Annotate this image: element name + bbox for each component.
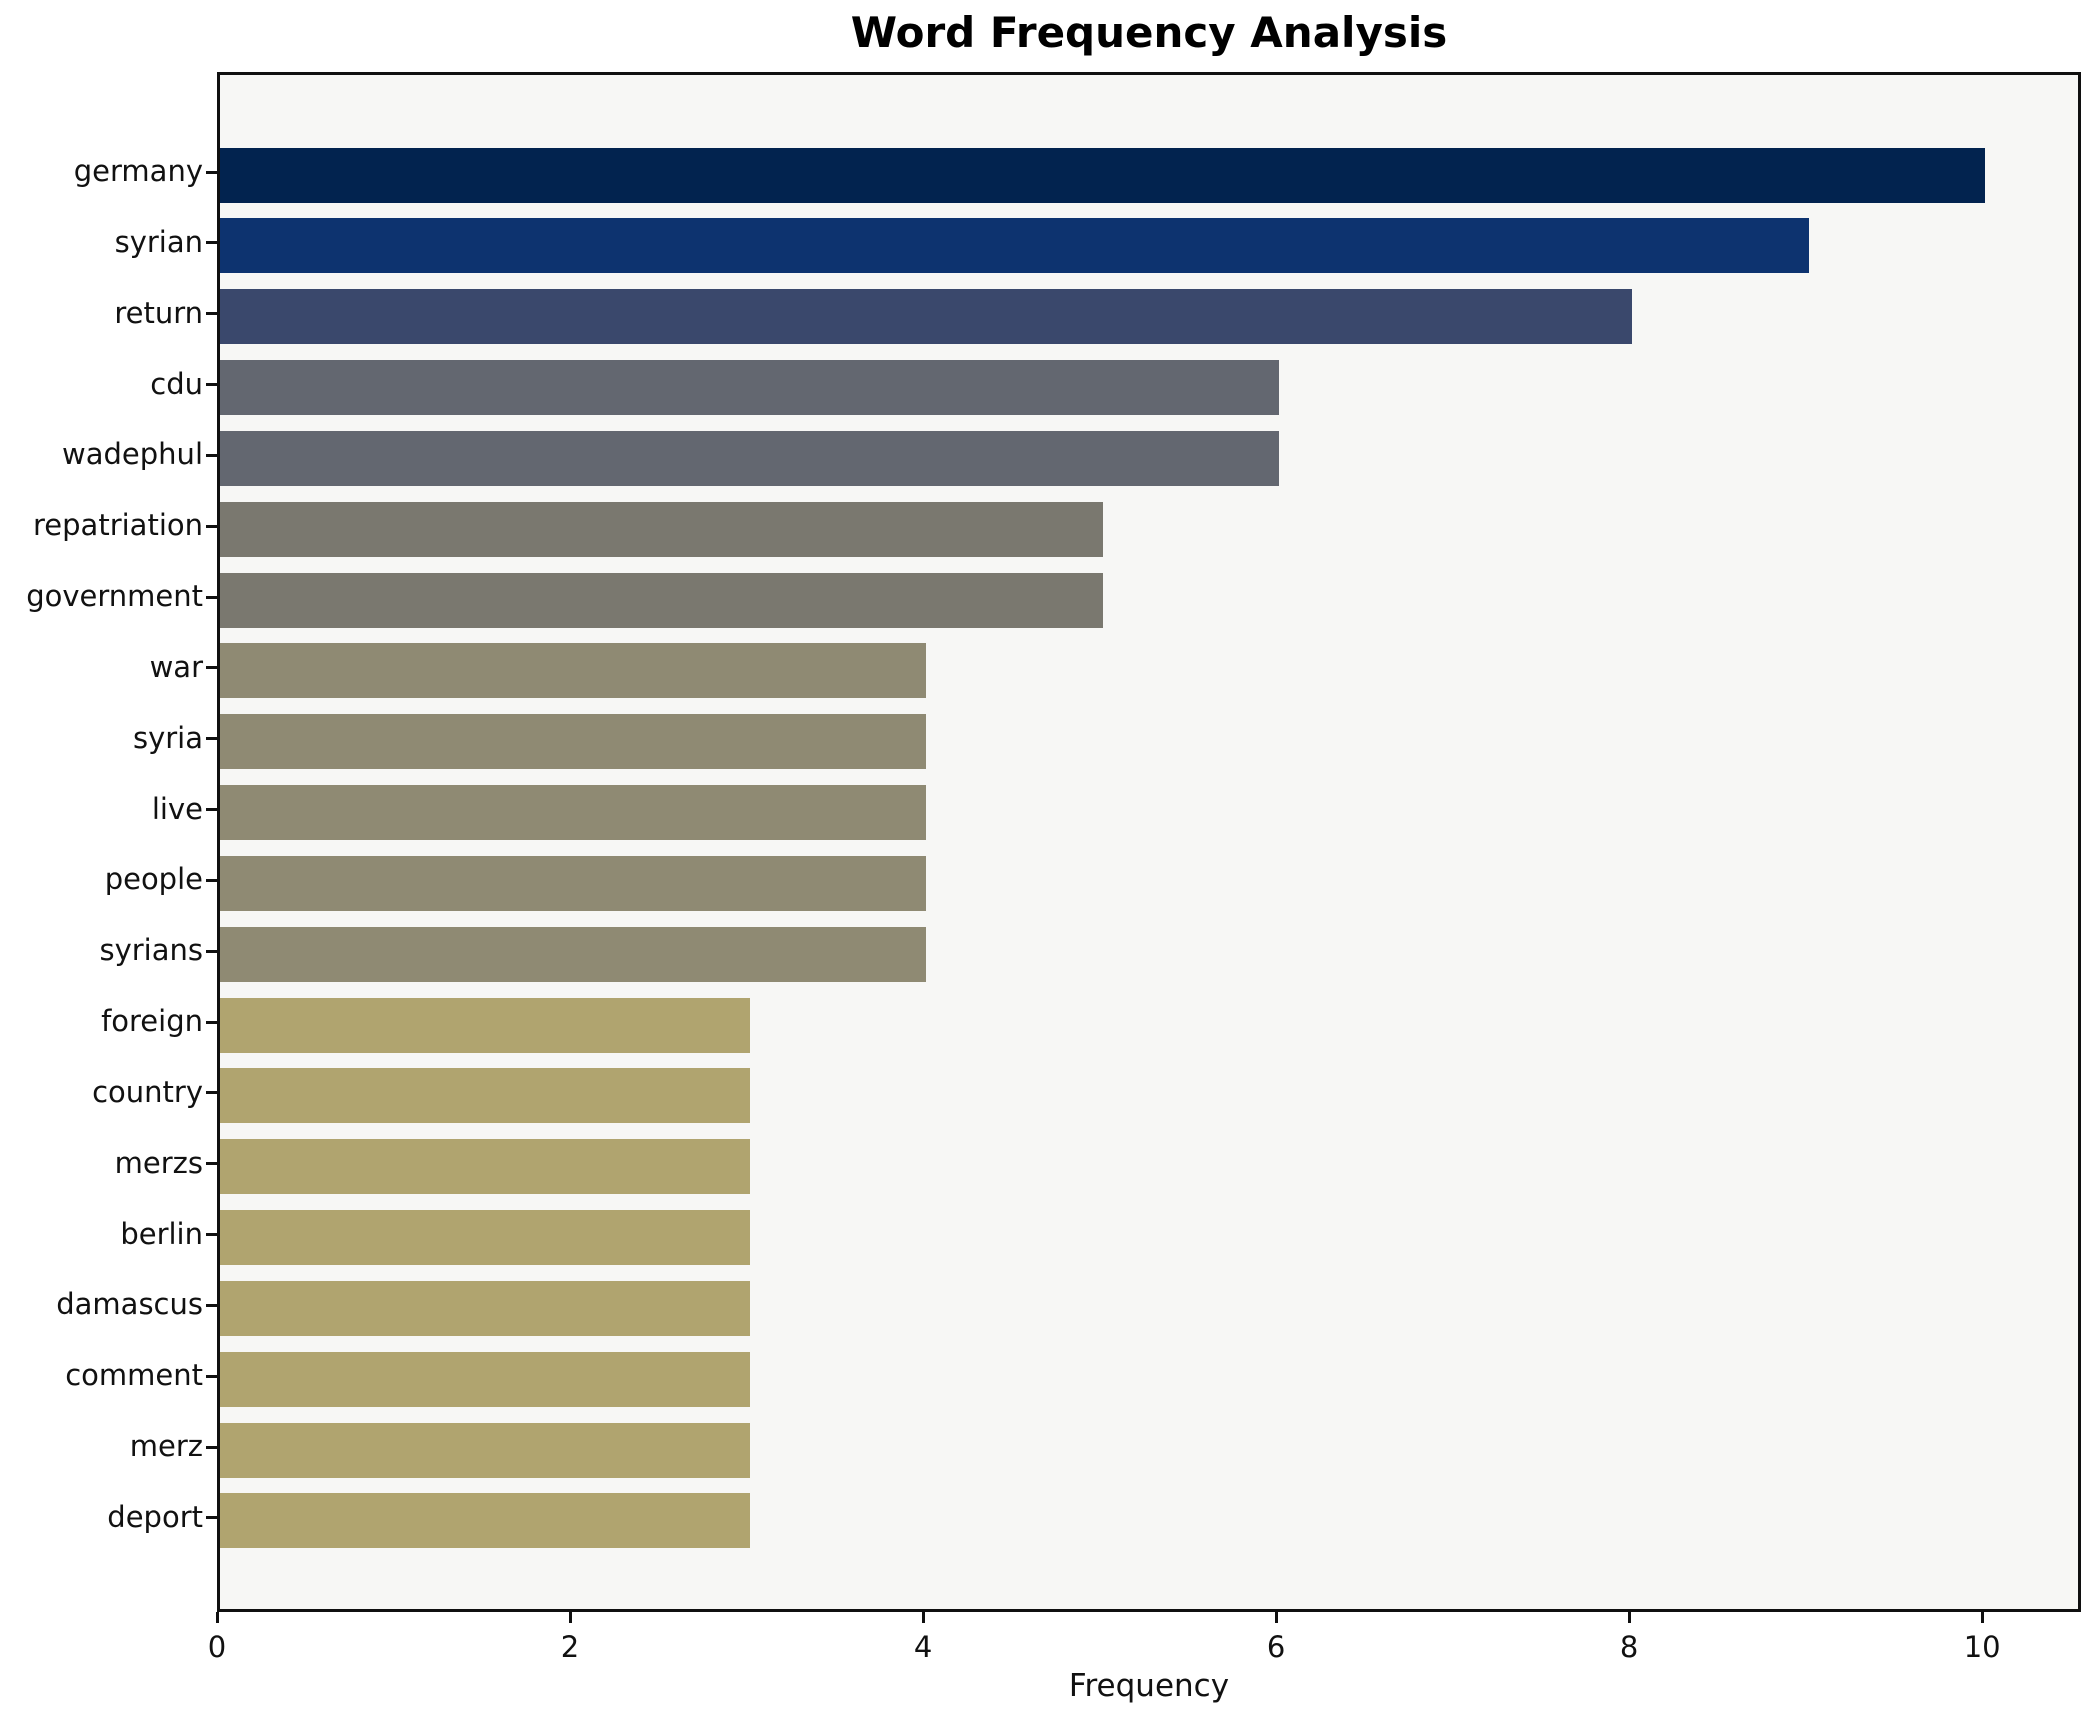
y-tick-label: syrian [114,224,203,259]
y-tick-mark [206,1162,217,1166]
y-tick-label: merzs [114,1145,203,1180]
chart-title: Word Frequency Analysis [850,8,1448,57]
y-tick-label: repatriation [33,508,203,543]
x-tick-label: 10 [1963,1630,2001,1664]
bar-return [220,289,1633,345]
y-tick-mark [206,949,217,953]
bar-repatriation [220,501,1103,557]
y-tick-mark [206,453,217,457]
y-tick-label: cdu [150,366,203,401]
bar-damascus [220,1280,750,1336]
x-tick-mark [1980,1612,1984,1623]
bar-berlin [220,1210,750,1266]
y-tick-label: war [149,649,203,684]
bar-germany [220,147,1986,203]
y-tick-label: foreign [101,1004,203,1039]
x-tick-label: 0 [207,1630,227,1664]
y-tick-mark [206,524,217,528]
bar-comment [220,1351,750,1407]
x-tick-mark [215,1612,219,1623]
y-tick-label: germany [73,154,203,188]
plot-area [217,72,2081,1612]
bar-country [220,1068,750,1124]
x-axis-label: Frequency [1068,1668,1230,1704]
bar-live [220,785,927,841]
bar-government [220,572,1103,628]
x-tick-mark [1627,1612,1631,1623]
x-tick-label: 4 [913,1630,933,1664]
y-tick-label: people [104,862,203,897]
bar-people [220,855,927,911]
x-tick-mark [1274,1612,1278,1623]
bar-syrians [220,926,927,982]
y-tick-mark [206,1091,217,1095]
y-tick-mark [206,383,217,387]
x-tick-label: 8 [1619,1630,1639,1664]
y-tick-mark [206,666,217,670]
y-tick-label: wadephul [62,437,203,472]
y-tick-mark [206,1020,217,1024]
y-tick-mark [206,312,217,316]
y-tick-mark [206,1445,217,1449]
y-tick-mark [206,1233,217,1237]
x-tick-mark [921,1612,925,1623]
y-tick-label: syria [132,720,203,755]
y-tick-label: country [92,1074,203,1109]
bar-foreign [220,997,750,1053]
bar-wadephul [220,430,1280,486]
y-tick-mark [206,241,217,245]
y-tick-mark [206,737,217,741]
y-tick-mark [206,1303,217,1307]
bar-merz [220,1422,750,1478]
y-tick-mark [206,878,217,882]
x-tick-label: 2 [560,1630,580,1664]
y-tick-label: live [151,791,203,826]
bar-merzs [220,1139,750,1195]
bar-syria [220,714,927,770]
y-tick-label: damascus [56,1287,203,1322]
bar-syrian [220,218,1809,274]
y-tick-label: comment [65,1358,203,1393]
bar-deport [220,1493,750,1549]
y-tick-mark [206,1374,217,1378]
y-tick-mark [206,1516,217,1520]
y-tick-label: syrians [99,933,203,968]
y-tick-mark [206,808,217,812]
y-tick-label: return [114,295,203,330]
y-tick-label: berlin [120,1216,203,1251]
y-tick-label: deport [107,1499,203,1534]
y-tick-label: merz [129,1429,203,1464]
bar-war [220,643,927,699]
y-tick-mark [206,595,217,599]
x-tick-label: 6 [1266,1630,1286,1664]
y-tick-label: government [26,579,203,614]
y-tick-mark [206,170,217,174]
x-tick-mark [568,1612,572,1623]
bar-cdu [220,360,1280,416]
